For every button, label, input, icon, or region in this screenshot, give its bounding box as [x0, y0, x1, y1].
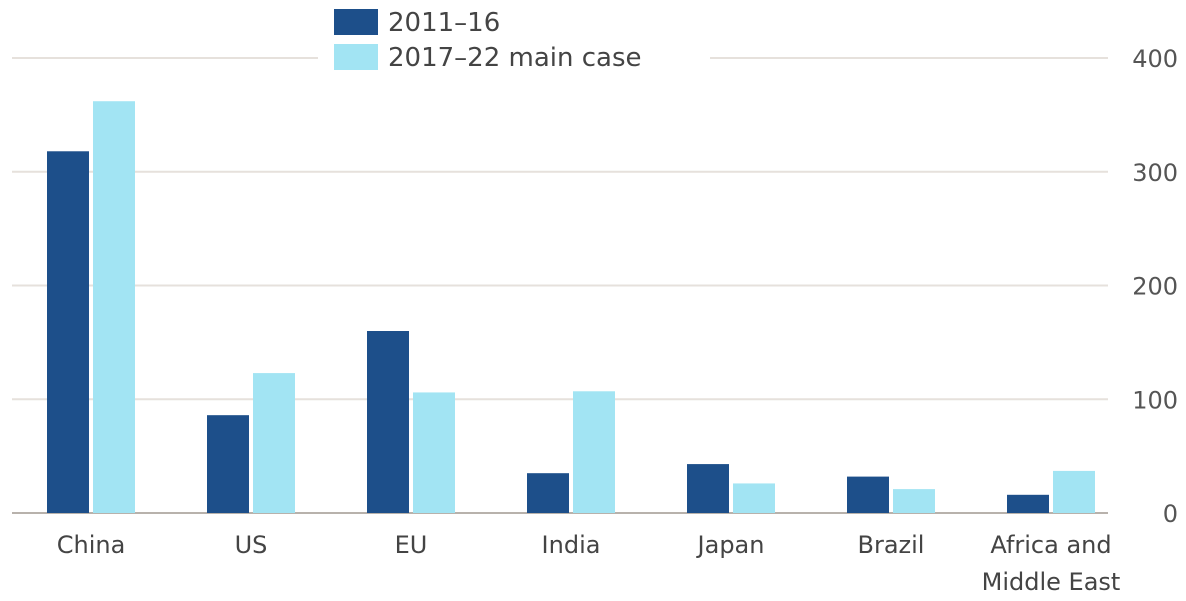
y-tick-label: 100 — [1132, 386, 1178, 414]
category-label: Africa and — [990, 531, 1111, 559]
category-label: US — [235, 531, 268, 559]
category-label: Middle East — [982, 568, 1121, 596]
legend-label: 2017–22 main case — [388, 43, 642, 73]
bar-series-1 — [207, 415, 249, 513]
category-label: EU — [395, 531, 428, 559]
category-labels: China US EU India Japan Brazil Africa and Middl… — [57, 531, 1121, 596]
y-axis-ticks: 0 100 200 300 400 — [1132, 45, 1178, 528]
bar-series-1 — [847, 476, 889, 513]
y-tick-label: 200 — [1132, 273, 1178, 301]
bar-series-2 — [893, 489, 935, 513]
bar-series-2 — [253, 373, 295, 513]
y-tick-label: 400 — [1132, 45, 1178, 73]
bar-series-2 — [93, 101, 135, 513]
bar-series-1 — [367, 331, 409, 513]
bar-series-2 — [413, 392, 455, 513]
category-label: Brazil — [858, 531, 925, 559]
bar-series-2 — [733, 483, 775, 513]
bar-series-1 — [527, 473, 569, 513]
bar-series-1 — [1007, 494, 1049, 513]
legend-label: 2011–16 — [388, 8, 500, 38]
legend: 2011–16 2017–22 main case — [334, 8, 642, 73]
bar-series-1 — [47, 151, 89, 513]
y-tick-label: 300 — [1132, 159, 1178, 187]
bars — [47, 101, 1095, 513]
legend-swatch — [334, 44, 378, 70]
bar-series-2 — [573, 391, 615, 513]
y-tick-label: 0 — [1163, 500, 1178, 528]
legend-swatch — [334, 9, 378, 35]
gridlines — [12, 57, 1108, 514]
category-label: Japan — [696, 531, 765, 559]
category-label: China — [57, 531, 126, 559]
bar-series-2 — [1053, 470, 1095, 513]
bar-series-1 — [687, 464, 729, 513]
category-label: India — [542, 531, 601, 559]
